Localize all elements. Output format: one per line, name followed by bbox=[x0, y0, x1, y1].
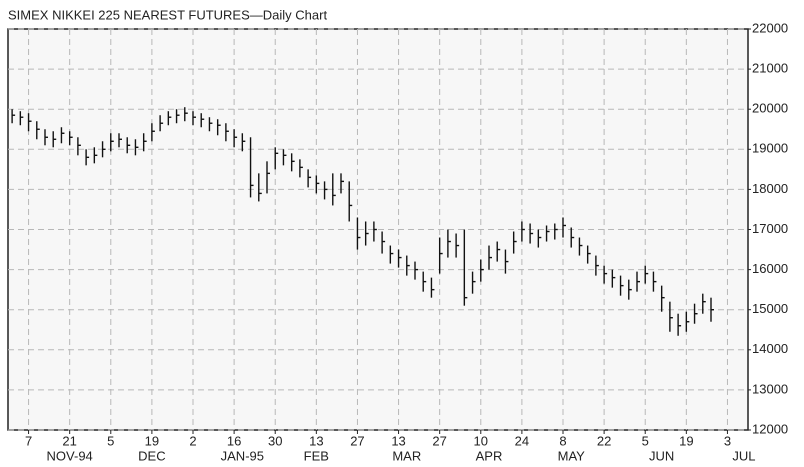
y-tick-label: 21000 bbox=[752, 61, 788, 76]
chart-title: SIMEX NIKKEI 225 NEAREST FUTURES—Daily C… bbox=[8, 7, 327, 22]
x-tick-label: 5 bbox=[642, 433, 649, 448]
x-tick-label: 7 bbox=[25, 433, 32, 448]
x-tick-label: 8 bbox=[559, 433, 566, 448]
x-tick-label: 13 bbox=[391, 433, 405, 448]
month-label: MAY bbox=[558, 448, 586, 463]
x-tick-label: 24 bbox=[515, 433, 529, 448]
x-tick-label: 27 bbox=[432, 433, 446, 448]
month-label: MAR bbox=[392, 448, 421, 463]
y-tick-label: 16000 bbox=[752, 261, 788, 276]
y-tick-label: 14000 bbox=[752, 341, 788, 356]
x-tick-label: 27 bbox=[350, 433, 364, 448]
x-tick-label: 21 bbox=[62, 433, 76, 448]
month-label: JUN bbox=[649, 448, 674, 463]
y-tick-label: 13000 bbox=[752, 381, 788, 396]
x-tick-label: 19 bbox=[679, 433, 693, 448]
x-tick-label: 13 bbox=[309, 433, 323, 448]
x-tick-label: 5 bbox=[107, 433, 114, 448]
month-label: APR bbox=[476, 448, 503, 463]
month-label: DEC bbox=[138, 448, 165, 463]
y-tick-label: 17000 bbox=[752, 221, 788, 236]
y-tick-label: 18000 bbox=[752, 181, 788, 196]
x-tick-label: 30 bbox=[268, 433, 282, 448]
y-tick-label: 15000 bbox=[752, 301, 788, 316]
month-label: JUL bbox=[732, 448, 755, 463]
x-tick-label: 16 bbox=[227, 433, 241, 448]
y-tick-label: 22000 bbox=[752, 20, 788, 35]
x-tick-label: 10 bbox=[474, 433, 488, 448]
x-tick-label: 2 bbox=[189, 433, 196, 448]
y-tick-label: 12000 bbox=[752, 421, 788, 436]
month-label: JAN-95 bbox=[221, 448, 264, 463]
x-tick-label: 19 bbox=[145, 433, 159, 448]
y-tick-label: 19000 bbox=[752, 141, 788, 156]
month-label: FEB bbox=[304, 448, 329, 463]
y-tick-label: 20000 bbox=[752, 101, 788, 116]
x-tick-label: 3 bbox=[724, 433, 731, 448]
month-label: NOV-94 bbox=[47, 448, 93, 463]
x-tick-label: 22 bbox=[597, 433, 611, 448]
